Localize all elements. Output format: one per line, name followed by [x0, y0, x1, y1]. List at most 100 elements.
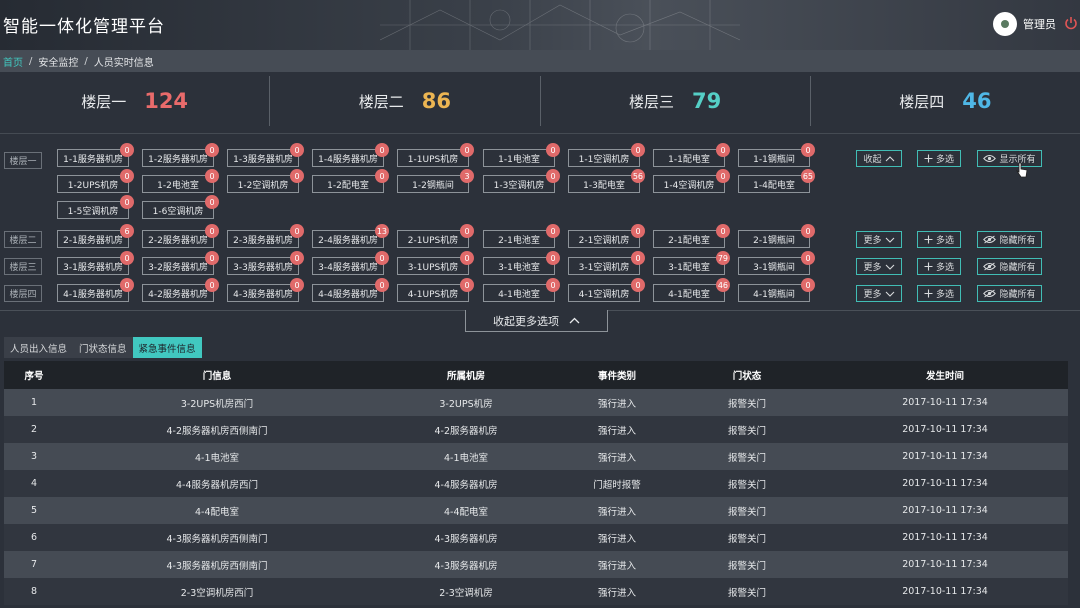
room-button[interactable]: 1-6空调机房 0 — [142, 195, 219, 219]
room-button[interactable]: 3-1空调机房 0 — [568, 251, 645, 275]
table-row[interactable]: 8 2-3空调机房西门 2-3空调机房 强行进入 报警关门 2017-10-11 17:3… — [4, 578, 1068, 605]
room-button[interactable]: 2-1UPS机房 0 — [397, 224, 474, 248]
floor-toggle-button[interactable]: 更多 — [856, 258, 902, 275]
multi-select-button[interactable]: 多选 — [917, 258, 961, 275]
table-cell: 强行进入 — [562, 416, 672, 443]
room-button[interactable]: 1-2电池室 0 — [142, 169, 219, 193]
room-button[interactable]: 1-3空调机房 0 — [483, 169, 560, 193]
floor-toggle-button[interactable]: 更多 — [856, 285, 902, 302]
multi-select-button[interactable]: 多选 — [917, 150, 961, 167]
tab-access-info[interactable]: 人员出入信息 — [4, 337, 74, 358]
room-button[interactable]: 2-1空调机房 0 — [568, 224, 645, 248]
table-row[interactable]: 3 4-1电池室 4-1电池室 强行进入 报警关门 2017-10-11 17:34 — [4, 443, 1068, 470]
multi-select-button[interactable]: 多选 — [917, 231, 961, 248]
logout-icon[interactable] — [1064, 16, 1078, 30]
visibility-label: 隐藏所有 — [999, 236, 1036, 246]
room-button[interactable]: 3-1服务器机房 0 — [57, 251, 134, 275]
room-button[interactable]: 3-1钢瓶间 0 — [738, 251, 815, 275]
breadcrumb-home[interactable]: 首页 — [3, 57, 23, 69]
floor-toggle-button[interactable]: 更多 — [856, 231, 902, 248]
floor-label[interactable]: 楼层一 — [4, 152, 42, 169]
stat-floor4: 楼层四 46 — [811, 76, 1080, 126]
toggle-label: 更多 — [863, 236, 882, 246]
room-count-badge: 0 — [120, 278, 134, 292]
room-count-badge: 0 — [375, 143, 389, 157]
room-button[interactable]: 1-2空调机房 0 — [227, 169, 304, 193]
collapse-more-button[interactable]: 收起更多选项 — [465, 310, 608, 332]
table-cell: 2017-10-11 17:34 — [822, 497, 1068, 524]
room-count-badge: 0 — [205, 143, 219, 157]
visibility-toggle-button[interactable]: 隐藏所有 — [977, 285, 1042, 302]
room-button[interactable]: 1-1钢瓶间 0 — [738, 143, 815, 167]
table-row[interactable]: 4 4-4服务器机房西门 4-4服务器机房 门超时报警 报警关门 2017-10-11 1… — [4, 470, 1068, 497]
room-button[interactable]: 1-2服务器机房 0 — [142, 143, 219, 167]
room-button[interactable]: 2-1服务器机房 6 — [57, 224, 134, 248]
column-header: 门信息 — [64, 361, 370, 389]
avatar[interactable] — [993, 12, 1017, 36]
breadcrumb-level1[interactable]: 安全监控 — [38, 57, 79, 69]
multi-select-button[interactable]: 多选 — [917, 285, 961, 302]
room-button[interactable]: 2-2服务器机房 0 — [142, 224, 219, 248]
room-button[interactable]: 1-1UPS机房 0 — [397, 143, 474, 167]
room-button[interactable]: 4-1钢瓶间 0 — [738, 278, 815, 302]
room-button[interactable]: 1-3服务器机房 0 — [227, 143, 304, 167]
room-button[interactable]: 1-1电池室 0 — [483, 143, 560, 167]
room-button[interactable]: 3-1UPS机房 0 — [397, 251, 474, 275]
room-button[interactable]: 3-4服务器机房 0 — [312, 251, 389, 275]
room-button[interactable]: 1-4配电室 65 — [738, 169, 815, 193]
room-button[interactable]: 2-1电池室 0 — [483, 224, 560, 248]
room-button[interactable]: 1-4空调机房 0 — [653, 169, 730, 193]
room-count-badge: 0 — [546, 143, 560, 157]
table-row[interactable]: 5 4-4配电室 4-4配电室 强行进入 报警关门 2017-10-11 17:34 — [4, 497, 1068, 524]
room-count-badge: 0 — [546, 251, 560, 265]
tab-door-status[interactable]: 门状态信息 — [73, 337, 133, 358]
floor-toggle-button[interactable]: 收起 — [856, 150, 902, 167]
room-button[interactable]: 1-1空调机房 0 — [568, 143, 645, 167]
room-button[interactable]: 4-1UPS机房 0 — [397, 278, 474, 302]
visibility-toggle-button[interactable]: 隐藏所有 — [977, 258, 1042, 275]
room-button[interactable]: 2-1配电室 0 — [653, 224, 730, 248]
floor-label[interactable]: 楼层三 — [4, 258, 42, 275]
stat-label: 楼层三 — [629, 92, 675, 111]
room-button[interactable]: 1-2配电室 0 — [312, 169, 389, 193]
room-button[interactable]: 4-2服务器机房 0 — [142, 278, 219, 302]
room-button[interactable]: 4-3服务器机房 0 — [227, 278, 304, 302]
user-menu[interactable]: 管理员 — [993, 12, 1056, 36]
room-button[interactable]: 3-1配电室 79 — [653, 251, 730, 275]
room-name: 3-1空调机房 — [578, 262, 630, 273]
room-name: 4-1配电室 — [668, 289, 710, 300]
visibility-toggle-button[interactable]: 隐藏所有 — [977, 231, 1042, 248]
room-count-badge: 6 — [120, 224, 134, 238]
room-button[interactable]: 4-1空调机房 0 — [568, 278, 645, 302]
room-button[interactable]: 1-2钢瓶间 3 — [397, 169, 474, 193]
table-row[interactable]: 6 4-3服务器机房西侧南门 4-3服务器机房 强行进入 报警关门 2017-10-11 … — [4, 524, 1068, 551]
visibility-toggle-button[interactable]: 显示所有 — [977, 150, 1042, 167]
room-button[interactable]: 1-5空调机房 0 — [57, 195, 134, 219]
room-button[interactable]: 1-1服务器机房 0 — [57, 143, 134, 167]
table-row[interactable]: 1 3-2UPS机房西门 3-2UPS机房 强行进入 报警关门 2017-10-11 17… — [4, 389, 1068, 416]
room-count-badge: 3 — [460, 169, 474, 183]
table-row[interactable]: 7 4-3服务器机房西侧南门 4-3服务器机房 强行进入 报警关门 2017-10-11 … — [4, 551, 1068, 578]
table-row[interactable]: 2 4-2服务器机房西侧南门 4-2服务器机房 强行进入 报警关门 2017-10-11 … — [4, 416, 1068, 443]
room-button[interactable]: 4-1电池室 0 — [483, 278, 560, 302]
table-cell: 报警关门 — [672, 443, 822, 470]
room-button[interactable]: 1-1配电室 0 — [653, 143, 730, 167]
room-button[interactable]: 2-3服务器机房 0 — [227, 224, 304, 248]
room-button[interactable]: 2-1钢瓶间 0 — [738, 224, 815, 248]
room-button[interactable]: 1-2UPS机房 0 — [57, 169, 134, 193]
room-button[interactable]: 4-1服务器机房 0 — [57, 278, 134, 302]
floor-label[interactable]: 楼层二 — [4, 231, 42, 248]
room-button[interactable]: 4-1配电室 46 — [653, 278, 730, 302]
room-name: 1-2UPS机房 — [67, 180, 119, 191]
floor-label[interactable]: 楼层四 — [4, 285, 42, 302]
user-name[interactable]: 管理员 — [1023, 18, 1056, 31]
room-button[interactable]: 2-4服务器机房 13 — [312, 224, 389, 248]
room-button[interactable]: 1-4服务器机房 0 — [312, 143, 389, 167]
room-button[interactable]: 3-1电池室 0 — [483, 251, 560, 275]
room-button[interactable]: 3-2服务器机房 0 — [142, 251, 219, 275]
room-name: 4-3服务器机房 — [233, 289, 293, 300]
room-button[interactable]: 1-3配电室 56 — [568, 169, 645, 193]
room-button[interactable]: 3-3服务器机房 0 — [227, 251, 304, 275]
room-button[interactable]: 4-4服务器机房 0 — [312, 278, 389, 302]
tab-emergency-events[interactable]: 紧急事件信息 — [132, 337, 202, 358]
